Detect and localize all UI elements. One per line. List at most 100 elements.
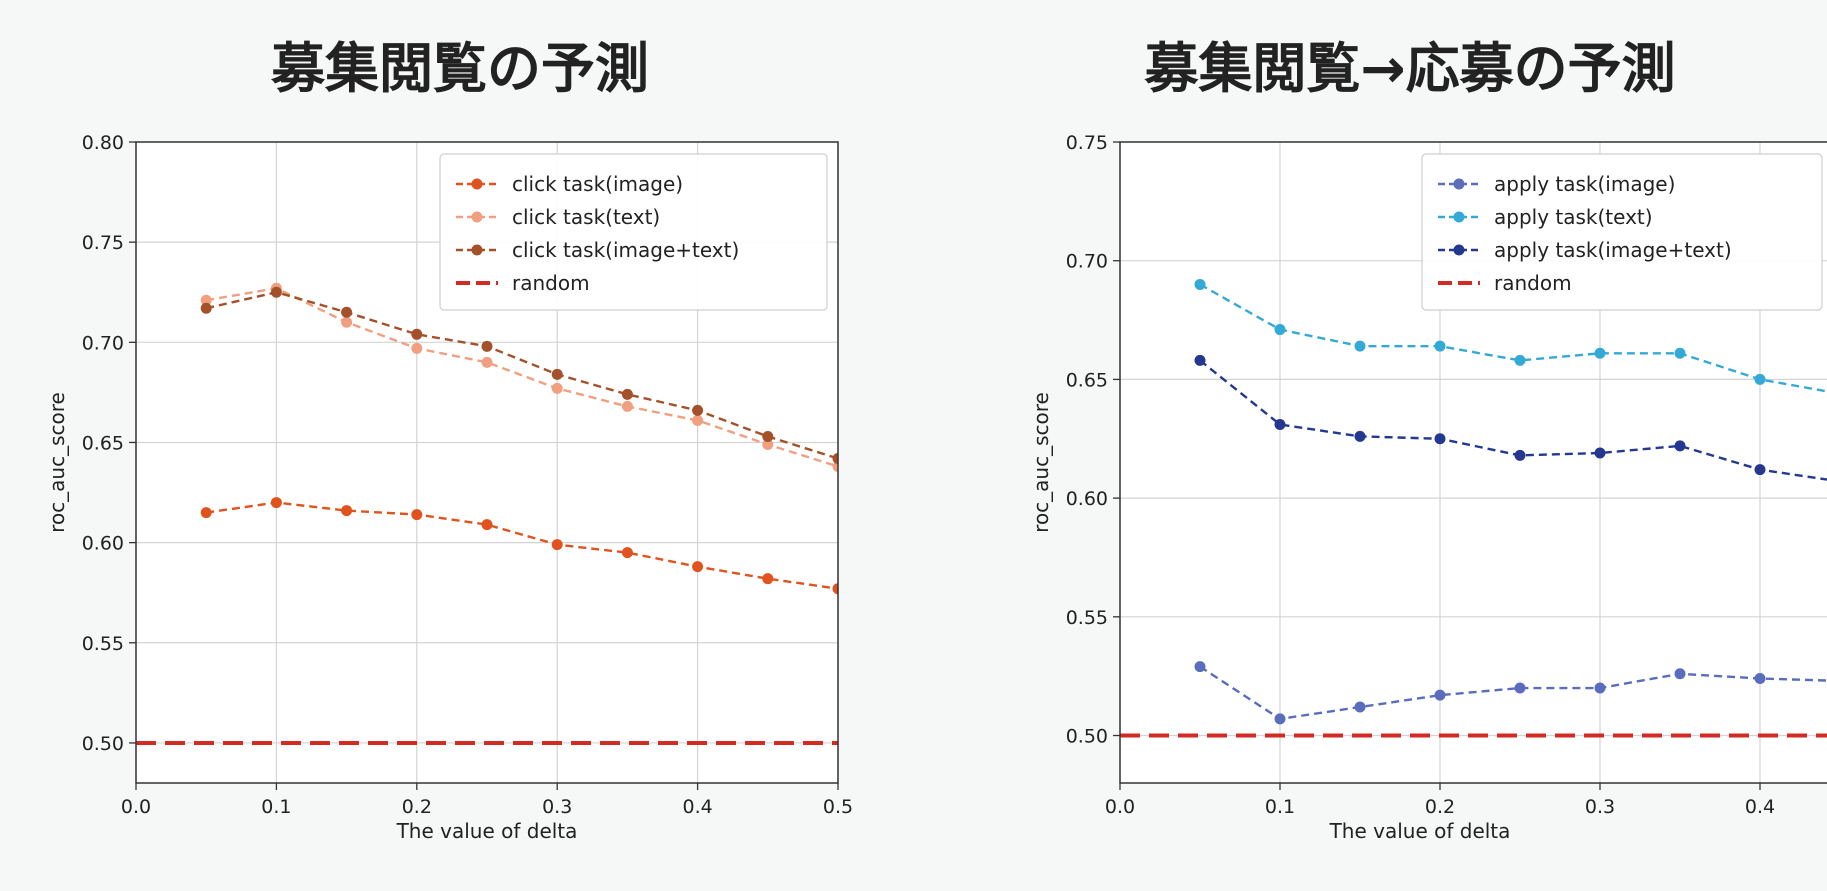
data-point <box>832 583 838 595</box>
data-point <box>200 507 212 519</box>
legend-label: click task(image+text) <box>512 238 739 262</box>
series-group <box>1120 278 1827 738</box>
data-point <box>1354 701 1366 713</box>
x-tick-label: 0.2 <box>1425 796 1455 818</box>
y-tick-label: 0.70 <box>1066 251 1108 273</box>
data-point <box>200 294 212 306</box>
legend-label: click task(text) <box>512 205 660 229</box>
y-tick-label: 0.60 <box>1066 488 1108 510</box>
y-tick-label: 0.70 <box>82 332 124 354</box>
y-tick-label: 0.75 <box>1066 132 1108 154</box>
data-point <box>692 414 704 426</box>
data-point <box>1674 347 1686 359</box>
legend-marker <box>471 211 483 223</box>
x-tick-label: 0.1 <box>261 796 291 818</box>
line-chart-right: 0.00.10.20.30.40.50.500.550.600.650.700.… <box>1029 132 1827 843</box>
data-point <box>341 316 353 328</box>
y-tick-label: 0.80 <box>82 132 124 154</box>
x-tick-label: 0.5 <box>823 796 853 818</box>
legend: apply task(image) apply task(text) apply t… <box>1421 153 1823 311</box>
x-axis-label: The value of delta <box>1329 819 1511 843</box>
data-point <box>692 404 704 416</box>
series-line <box>206 501 838 590</box>
data-point <box>270 286 282 298</box>
data-point <box>1674 440 1686 452</box>
legend-marker <box>1453 211 1465 223</box>
x-tick-label: 0.2 <box>402 796 432 818</box>
data-point <box>411 342 423 354</box>
y-tick-label: 0.75 <box>82 232 124 254</box>
data-point <box>1514 682 1526 694</box>
legend-marker <box>471 244 483 256</box>
x-tick-label: 0.4 <box>1745 796 1775 818</box>
x-tick-label: 0.1 <box>1265 796 1295 818</box>
y-tick-label: 0.50 <box>1066 726 1108 748</box>
legend-box <box>1421 153 1823 311</box>
data-point <box>1594 347 1606 359</box>
data-point <box>1354 430 1366 442</box>
data-point <box>1514 354 1526 366</box>
data-point <box>621 388 633 400</box>
x-tick-label: 0.3 <box>1585 796 1615 818</box>
legend-label: click task(image) <box>512 172 683 196</box>
data-point <box>762 573 774 585</box>
x-tick-label: 0.0 <box>121 796 151 818</box>
data-point <box>1354 340 1366 352</box>
y-tick-label: 0.65 <box>1066 369 1108 391</box>
data-point <box>1434 689 1446 701</box>
y-tick-label: 0.50 <box>82 733 124 755</box>
legend-marker <box>1453 244 1465 256</box>
data-point <box>1434 433 1446 445</box>
data-point <box>341 505 353 517</box>
data-point <box>551 382 563 394</box>
data-point <box>621 400 633 412</box>
data-point <box>1274 419 1286 431</box>
series-line <box>205 290 838 460</box>
legend-marker <box>1453 178 1465 190</box>
series-line <box>1199 665 1827 721</box>
legend-label: random <box>512 271 590 295</box>
data-point <box>341 306 353 318</box>
data-point <box>1754 673 1766 685</box>
data-point <box>411 328 423 340</box>
y-axis-label: roc_auc_score <box>1029 392 1053 533</box>
chart-title-right: 募集閲覧→応募の予測 <box>1144 37 1676 100</box>
legend-marker <box>471 178 483 190</box>
legend-label: apply task(image) <box>1494 172 1675 196</box>
y-tick-label: 0.60 <box>82 533 124 555</box>
data-point <box>481 519 493 531</box>
data-point <box>481 340 493 352</box>
data-point <box>1194 661 1206 673</box>
line-chart-left: 0.0 0.1 0.2 0.3 0.4 0.5 0.50 0.55 0.60 0.65 0.70 0.… <box>45 132 853 843</box>
chart-title-left: 募集閲覧の予測 <box>271 37 649 100</box>
legend-label: apply task(image+text) <box>1494 238 1732 262</box>
data-point <box>551 368 563 380</box>
data-point <box>1754 464 1766 476</box>
data-point <box>832 452 838 464</box>
x-tick-label: 0.0 <box>1105 796 1135 818</box>
data-point <box>200 302 212 314</box>
data-point <box>692 561 704 573</box>
legend-box <box>439 153 828 311</box>
data-point <box>621 547 633 559</box>
x-axis-label: The value of delta <box>396 819 578 843</box>
data-point <box>551 539 563 551</box>
data-point <box>270 497 282 509</box>
series-line <box>1199 359 1827 481</box>
legend-label: random <box>1494 271 1572 295</box>
data-point <box>762 438 774 450</box>
data-point <box>762 430 774 442</box>
y-tick-label: 0.55 <box>82 633 124 655</box>
data-point <box>1434 340 1446 352</box>
data-point <box>1594 682 1606 694</box>
data-point <box>1674 668 1686 680</box>
axes-frame <box>1119 141 1827 784</box>
data-point <box>411 509 423 521</box>
data-point <box>1754 373 1766 385</box>
data-point <box>481 356 493 368</box>
y-axis-label: roc_auc_score <box>45 392 69 533</box>
data-point <box>1594 447 1606 459</box>
data-point <box>1514 449 1526 461</box>
x-tick-label: 0.3 <box>542 796 572 818</box>
series-group <box>136 282 838 745</box>
